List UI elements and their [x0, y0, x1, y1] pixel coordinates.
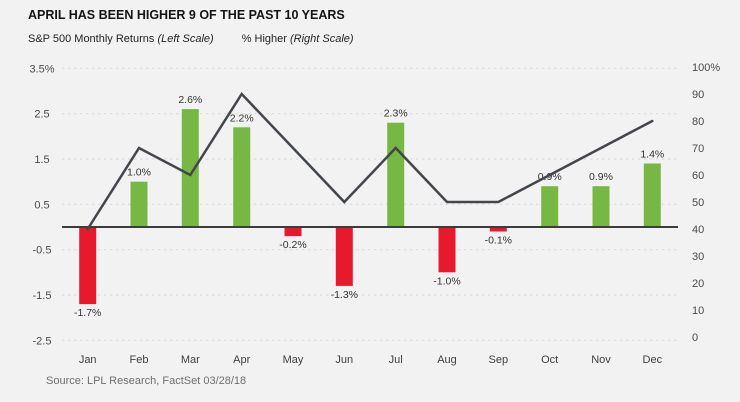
right-axis-tick-label: 60: [692, 170, 704, 182]
chart-legend: S&P 500 Monthly Returns (Left Scale) % Hi…: [28, 33, 354, 45]
left-axis-tick-label: 2.5: [34, 109, 49, 121]
legend-left-series-label: S&P 500 Monthly Returns: [28, 33, 155, 45]
month-label-dec: Dec: [643, 354, 663, 366]
bar-value-label-sep: -0.1%: [485, 235, 512, 247]
right-axis-tick-label: 40: [692, 224, 704, 236]
right-axis-tick-label: 10: [692, 305, 704, 317]
month-label-feb: Feb: [130, 354, 149, 366]
month-label-jan: Jan: [79, 354, 97, 366]
left-axis-tick-label: -2.5: [33, 335, 52, 347]
legend-left-scale-note: (Left Scale): [157, 33, 214, 45]
bar-dec: [643, 163, 661, 227]
percent-higher-line: [86, 91, 654, 231]
bar-nov: [592, 186, 610, 227]
right-axis-tick-label: 30: [692, 251, 704, 263]
bar-oct: [541, 186, 559, 227]
bar-jun: [335, 227, 353, 286]
left-axis-tick-label: 1.5: [34, 154, 49, 166]
month-label-jul: Jul: [389, 354, 403, 366]
bar-value-label-jun: -1.3%: [331, 289, 358, 301]
legend-right-series-label: % Higher: [241, 33, 287, 45]
right-axis-tick-label: 20: [692, 278, 704, 290]
chart-title: APRIL HAS BEEN HIGHER 9 OF THE PAST 10 Y…: [28, 8, 345, 22]
bar-value-label-jan: -1.7%: [74, 307, 101, 319]
bar-value-label-mar: 2.6%: [178, 94, 202, 106]
left-axis-tick-label: -1.5: [33, 290, 52, 302]
right-axis-tick-label: 90: [692, 89, 704, 101]
bar-apr: [233, 127, 251, 227]
right-axis-tick-label: 50: [692, 197, 704, 209]
right-axis-tick-label: 100%: [692, 62, 720, 74]
month-label-mar: Mar: [181, 354, 200, 366]
month-label-nov: Nov: [591, 354, 611, 366]
bar-value-label-jul: 2.3%: [384, 108, 408, 120]
left-axis-tick-label: 3.5%: [29, 63, 54, 75]
left-axis-tick-label: -0.5: [33, 245, 52, 257]
month-label-sep: Sep: [489, 354, 509, 366]
bar-value-label-aug: -1.0%: [433, 275, 460, 287]
right-axis-tick-label: 80: [692, 116, 704, 128]
bar-value-label-oct: 0.9%: [538, 171, 562, 183]
month-label-aug: Aug: [437, 354, 457, 366]
bar-mar: [181, 109, 199, 227]
bar-feb: [130, 181, 148, 227]
bar-may: [284, 227, 302, 237]
month-label-oct: Oct: [541, 354, 558, 366]
legend-right-scale-series: % Higher (Right Scale): [242, 33, 354, 45]
bar-value-label-feb: 1.0%: [127, 167, 151, 179]
right-axis-tick-label: 70: [692, 143, 704, 155]
right-axis-tick-label: 0: [692, 332, 698, 344]
bar-value-label-dec: 1.4%: [640, 149, 664, 161]
legend-left-scale-series: S&P 500 Monthly Returns (Left Scale): [28, 33, 214, 45]
bar-value-label-apr: 2.2%: [230, 112, 254, 124]
month-label-jun: Jun: [335, 354, 353, 366]
bar-jul: [387, 122, 405, 227]
bar-sep: [489, 227, 507, 232]
bar-jan: [79, 227, 97, 305]
legend-right-scale-note: (Right Scale): [290, 33, 354, 45]
source-note: Source: LPL Research, FactSet 03/28/18: [46, 375, 247, 387]
month-label-may: May: [283, 354, 304, 366]
bar-value-label-nov: 0.9%: [589, 171, 613, 183]
month-label-apr: Apr: [233, 354, 250, 366]
left-axis-tick-label: 0.5: [34, 199, 49, 211]
bar-value-label-may: -0.2%: [279, 239, 306, 251]
bar-aug: [438, 227, 456, 273]
